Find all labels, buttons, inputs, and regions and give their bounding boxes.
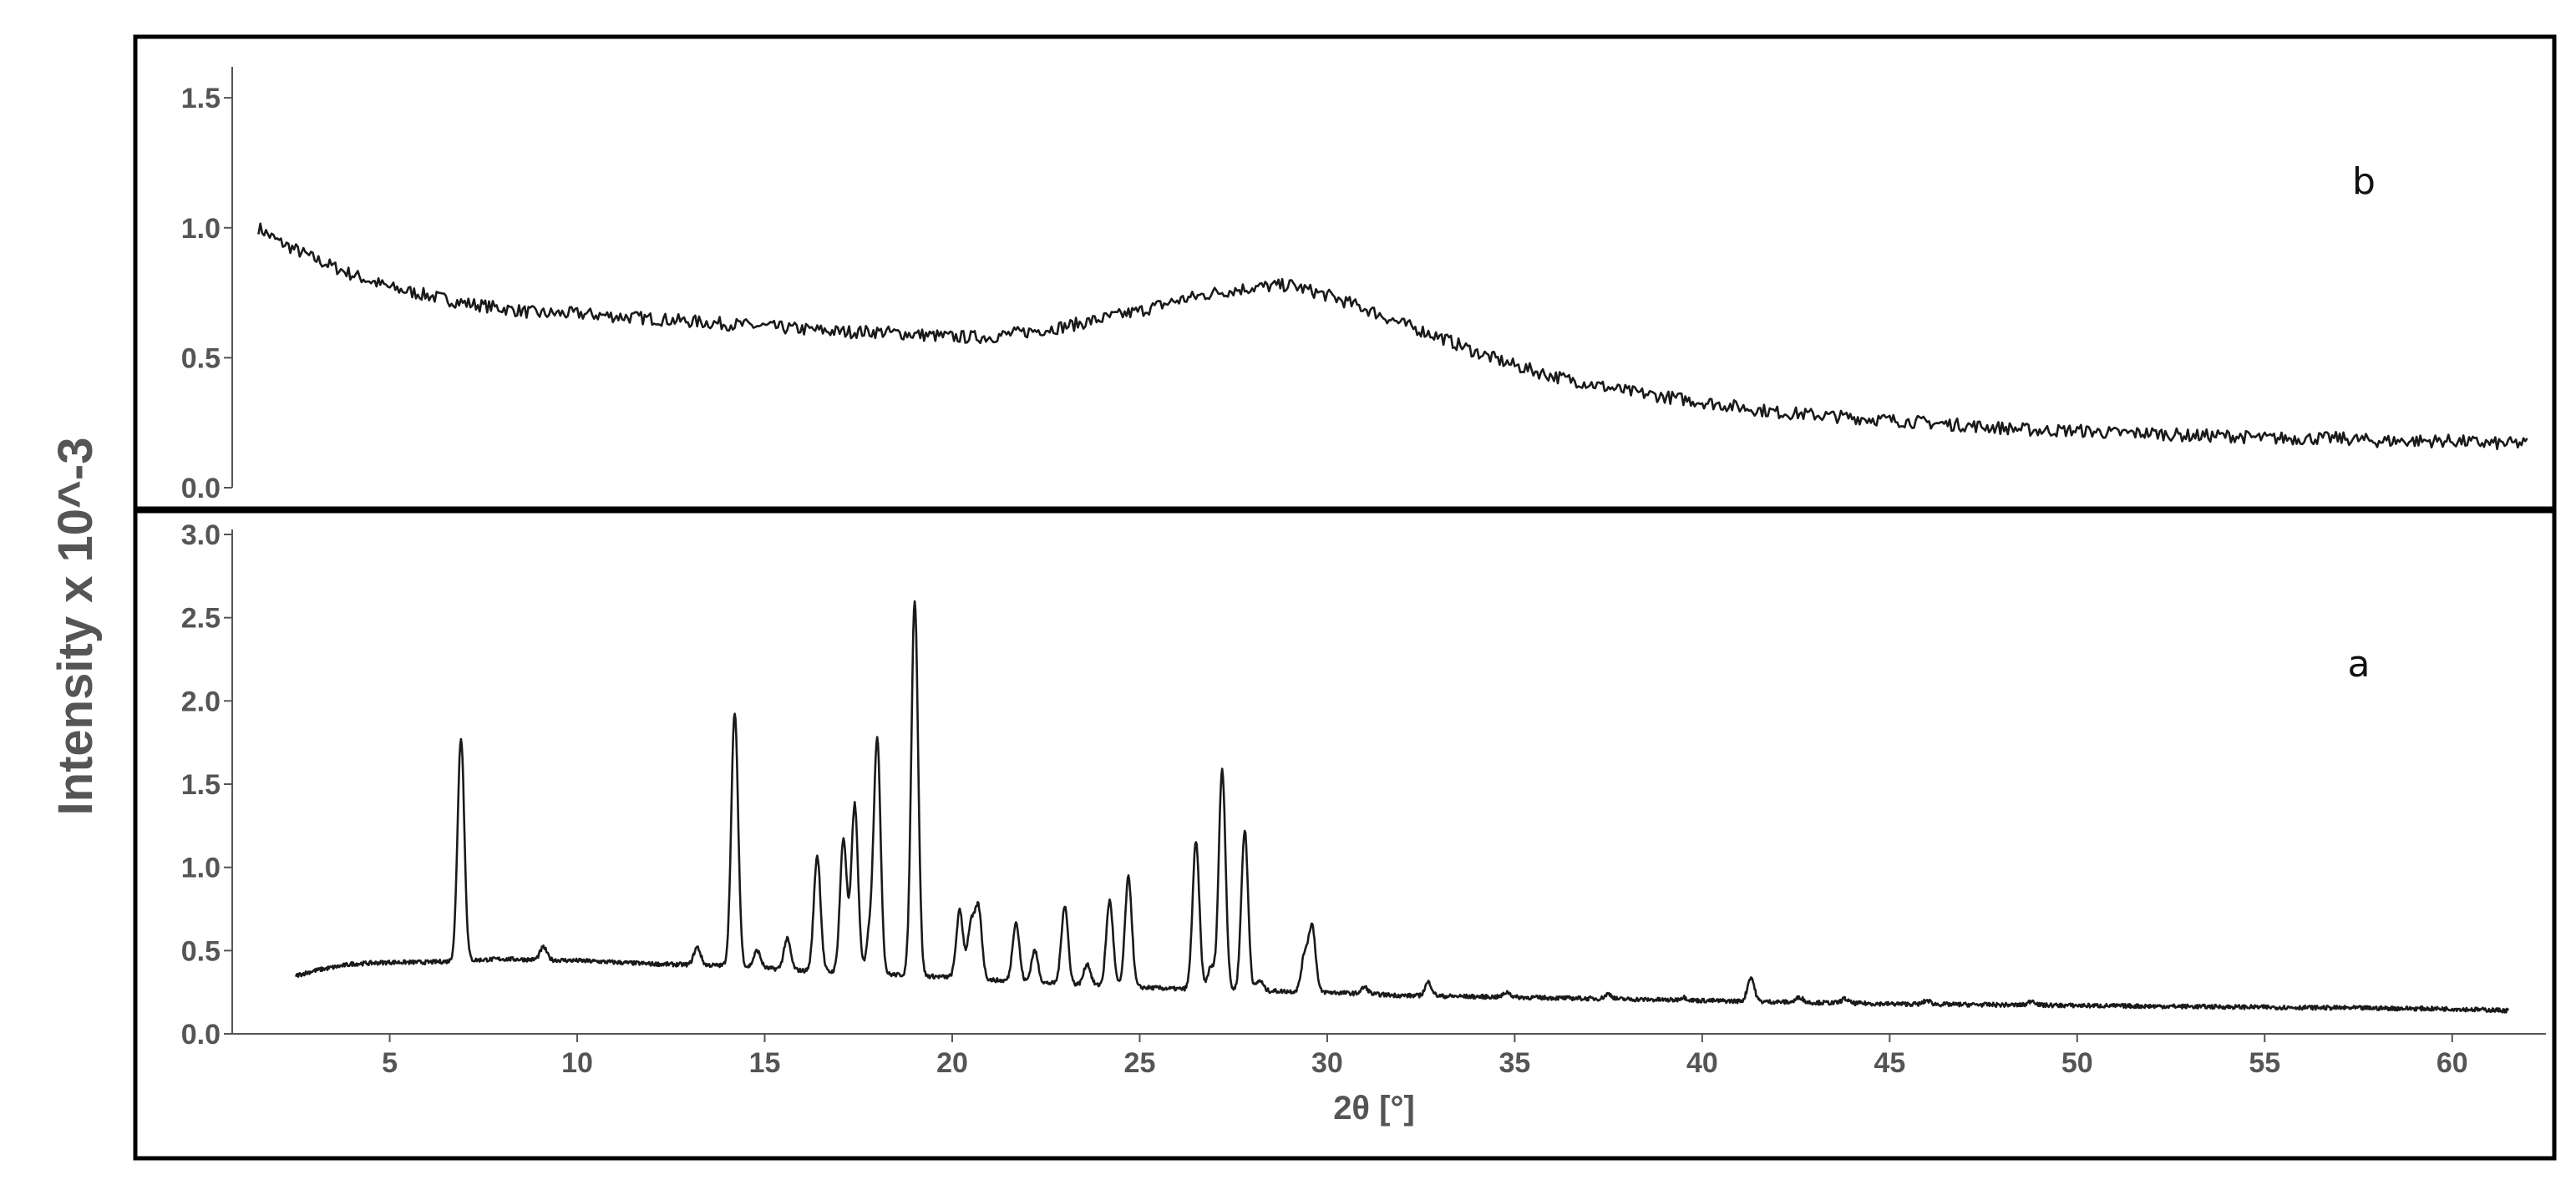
y-axis-title: Intensity x 10^-3 bbox=[48, 438, 103, 816]
panel-b-y-tick-label: 0.0 bbox=[181, 473, 221, 504]
panel-a-x-tick-label: 60 bbox=[2437, 1047, 2468, 1079]
panel-a-y-tick-label: 0.5 bbox=[181, 935, 221, 967]
panel-b-frame bbox=[133, 34, 2557, 511]
panel-a-y-tick-label: 1.5 bbox=[181, 769, 221, 801]
panel-b-label: b bbox=[2352, 160, 2376, 203]
panel-a-x-tick-label: 40 bbox=[1686, 1047, 1718, 1079]
panel-a-y-ticks: 0.0 0.5 1.0 1.5 2.0 2.5 3.0 bbox=[181, 519, 232, 1051]
panel-a-label: a bbox=[2348, 643, 2371, 686]
panel-b-y-tick-label: 1.5 bbox=[181, 83, 221, 114]
panel-a-x-tick-label: 25 bbox=[1124, 1047, 1156, 1079]
panel-a-chart: 0.00.51.01.52.02.53.0 5 10 15 20 25 30 35 40 45 5… bbox=[181, 519, 2546, 1127]
panel-a-x-tick-label: 55 bbox=[2249, 1047, 2280, 1079]
panel-a-x-tick-label: 15 bbox=[749, 1047, 781, 1079]
panel-a-x-ticks: 5 10 15 20 25 30 35 40 45 50 55 60 bbox=[382, 1034, 2468, 1079]
panel-a-x-tick-label: 45 bbox=[1874, 1047, 1905, 1079]
panel-b-y-tick-label: 1.0 bbox=[181, 213, 221, 245]
panel-a-x-tick-label: 5 bbox=[382, 1047, 398, 1079]
panel-b-chart: 0.0 0.5 1.0 1.5 b bbox=[181, 67, 2528, 504]
panel-a-x-tick-label: 50 bbox=[2061, 1047, 2093, 1079]
panel-a-y-tick-label: 1.0 bbox=[181, 853, 221, 884]
panel-a-y-tick-label: 0.0 bbox=[181, 1019, 221, 1051]
panel-a-series-line bbox=[295, 600, 2510, 1014]
panel-b-y-tick-label: 0.5 bbox=[181, 342, 221, 374]
panel-a-frame bbox=[133, 509, 2557, 1161]
panel-a-y-tick-label: 2.5 bbox=[181, 603, 221, 635]
panel-a-x-tick-label: 20 bbox=[936, 1047, 968, 1079]
panel-b-y-ticks: 0.0 0.5 1.0 1.5 bbox=[181, 83, 232, 504]
panel-a-x-tick-label: 30 bbox=[1311, 1047, 1343, 1079]
panel-a-y-tick-label: 2.0 bbox=[181, 686, 221, 717]
x-axis-title: 2θ [°] bbox=[1333, 1090, 1415, 1127]
panel-a-x-tick-label: 35 bbox=[1498, 1047, 1530, 1079]
panel-a-x-tick-label: 10 bbox=[561, 1047, 593, 1079]
panel-b-series-line bbox=[257, 222, 2528, 451]
panel-a-y-tick-label: 3.0 bbox=[181, 519, 221, 551]
